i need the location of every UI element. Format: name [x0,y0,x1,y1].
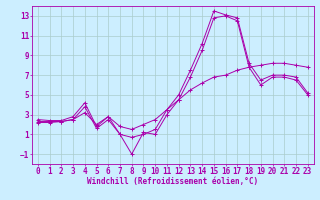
X-axis label: Windchill (Refroidissement éolien,°C): Windchill (Refroidissement éolien,°C) [87,177,258,186]
